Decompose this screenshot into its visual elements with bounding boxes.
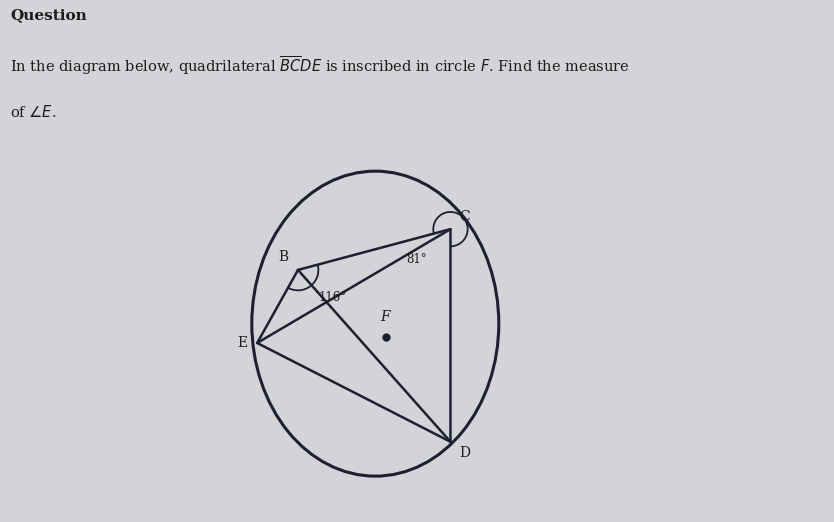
Text: B: B xyxy=(279,250,289,264)
Text: In the diagram below, quadrilateral $\overline{BC}DE$ is inscribed in circle $F$: In the diagram below, quadrilateral $\ov… xyxy=(10,55,630,77)
Text: 81°: 81° xyxy=(406,253,427,266)
Text: 116°: 116° xyxy=(319,291,347,304)
Text: C: C xyxy=(459,210,470,224)
Text: E: E xyxy=(238,336,248,350)
Text: of $\angle E$.: of $\angle E$. xyxy=(10,104,57,121)
Text: F: F xyxy=(380,310,390,324)
Text: D: D xyxy=(459,446,470,460)
Text: Question: Question xyxy=(10,8,87,22)
